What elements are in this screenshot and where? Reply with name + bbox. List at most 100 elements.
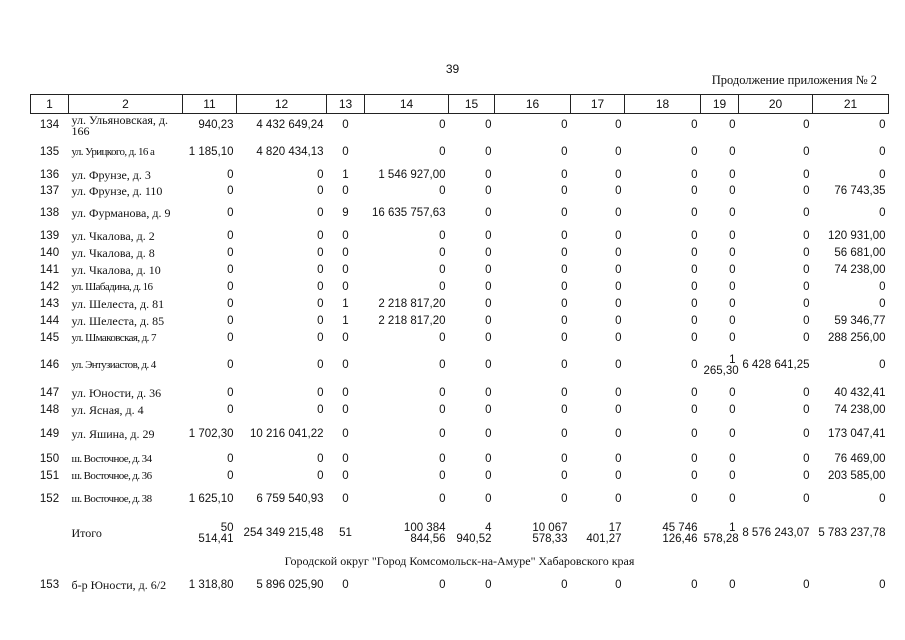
cell-15: 0: [485, 146, 492, 158]
cell-12: 0: [317, 246, 324, 259]
cell-15: 0: [485, 579, 492, 591]
address: ул. Фрунзе, д. 110: [71, 184, 163, 198]
cell-21: 288 256,00: [827, 331, 886, 344]
cell-19: 0: [729, 280, 736, 293]
cell-16: 0: [561, 169, 568, 181]
cell-16: 0: [561, 207, 568, 219]
table-row: 136 ул. Фрунзе, д. 3 0 0 1 1 546 927,00 …: [31, 168, 889, 184]
cell-17: 0: [615, 314, 622, 327]
cell-17: 0: [615, 331, 622, 344]
table-row: 146 ул. Энтузиастов, д. 4 0 0 0 0 0 0 0 …: [31, 347, 889, 385]
table-row: 141 ул. Чкалова, д. 10 0 0 0 0 0 0 0 0 0…: [31, 262, 889, 279]
col-header-12: 12: [236, 94, 327, 114]
cell-11: 0: [227, 297, 234, 310]
total-12: 254 349 215,48: [243, 527, 324, 539]
cell-18: 0: [691, 297, 698, 310]
table-row: 145 ул. Шмаковская, д. 7 0 0 0 0 0 0 0 0…: [31, 330, 889, 347]
cell-20: 0: [803, 119, 810, 132]
cell-15: 0: [485, 469, 492, 482]
cell-17: 0: [615, 146, 622, 158]
table-row: 147 ул. Юности, д. 36 0 0 0 0 0 0 0 0 0 …: [31, 385, 889, 402]
cell-15: 0: [485, 452, 492, 465]
cell-14: 0: [439, 359, 446, 371]
cell-21: 0: [879, 493, 886, 505]
cell-13: 1: [342, 169, 349, 181]
cell-16: 0: [561, 579, 568, 591]
cell-20: 0: [803, 185, 810, 197]
table-row: 139 ул. Чкалова, д. 2 0 0 0 0 0 0 0 0 0 …: [31, 228, 889, 245]
cell-11: 0: [227, 403, 234, 416]
cell-20: 0: [803, 579, 810, 591]
table-row: 142 ул. Шабадина, д. 16 0 0 0 0 0 0 0 0 …: [31, 279, 889, 296]
total-11: 50 514,41: [198, 521, 234, 545]
row-number: 141: [39, 263, 60, 276]
cell-15: 0: [485, 493, 492, 505]
appendix-note: Продолжение приложения № 2: [711, 73, 877, 87]
cell-13: 1: [342, 297, 349, 310]
cell-19: 0: [729, 146, 736, 158]
row-number: 135: [39, 146, 60, 158]
address: ул. Шелеста, д. 81: [71, 296, 165, 311]
cell-16: 0: [561, 452, 568, 465]
table-row: 148 ул. Ясная, д. 4 0 0 0 0 0 0 0 0 0 0 …: [31, 402, 889, 419]
cell-17: 0: [615, 452, 622, 465]
cell-17: 0: [615, 280, 622, 293]
cell-20: 0: [803, 297, 810, 310]
cell-11: 0: [227, 359, 234, 371]
cell-16: 0: [561, 185, 568, 197]
cell-12: 0: [317, 263, 324, 276]
row-number: 146: [39, 359, 60, 371]
cell-13: 0: [342, 246, 349, 259]
cell-11: 940,23: [198, 119, 234, 132]
cell-11: 0: [227, 185, 234, 197]
cell-19: 0: [729, 403, 736, 416]
cell-19: 1 265,30: [703, 353, 739, 377]
col-header-16: 16: [494, 94, 571, 114]
cell-12: 0: [317, 297, 324, 310]
row-number: 139: [39, 229, 60, 242]
cell-17: 0: [615, 579, 622, 591]
row-number: 144: [39, 314, 60, 327]
row-number: 142: [39, 280, 60, 293]
cell-14: 0: [439, 403, 446, 416]
row-number: 136: [39, 169, 60, 181]
table-row: 144 ул. Шелеста, д. 85 0 0 1 2 218 817,2…: [31, 313, 889, 330]
cell-13: 0: [342, 229, 349, 242]
cell-19: 0: [729, 428, 736, 440]
table-row: 135 ул. Урицкого, д. 16 а 1 185,10 4 820…: [31, 138, 889, 168]
cell-12: 4 820 434,13: [256, 146, 324, 158]
cell-15: 0: [485, 119, 492, 132]
page-number: 39: [445, 62, 460, 76]
cell-18: 0: [691, 280, 698, 293]
table-row: 137 ул. Фрунзе, д. 110 0 0 0 0 0 0 0 0 0…: [31, 184, 889, 200]
row-number: 143: [39, 297, 60, 310]
cell-21: 0: [879, 359, 886, 371]
cell-21: 40 432,41: [834, 386, 886, 399]
cell-16: 0: [561, 119, 568, 132]
cell-12: 0: [317, 229, 324, 242]
cell-18: 0: [691, 263, 698, 276]
row-number: 148: [39, 403, 60, 416]
table-row: 149 ул. Яшина, д. 29 1 702,30 10 216 041…: [31, 419, 889, 451]
address: ш. Восточное, д. 38: [71, 493, 153, 505]
cell-21: 0: [879, 119, 886, 132]
cell-19: 0: [729, 331, 736, 344]
cell-15: 0: [485, 280, 492, 293]
cell-14: 0: [439, 185, 446, 197]
cell-12: 0: [317, 359, 324, 371]
address: ул. Чкалова, д. 8: [71, 245, 155, 260]
cell-12: 0: [317, 185, 324, 197]
cell-21: 76 469,00: [834, 452, 886, 465]
cell-12: 6 759 540,93: [256, 493, 324, 505]
cell-11: 1 185,10: [188, 146, 234, 158]
cell-20: 0: [803, 263, 810, 276]
cell-20: 0: [803, 246, 810, 259]
cell-18: 0: [691, 386, 698, 399]
cell-12: 0: [317, 169, 324, 181]
cell-14: 0: [439, 428, 446, 440]
cell-13: 0: [342, 263, 349, 276]
cell-18: 0: [691, 469, 698, 482]
cell-12: 10 216 041,22: [249, 428, 324, 440]
cell-11: 1 702,30: [188, 428, 234, 440]
cell-14: 0: [439, 263, 446, 276]
